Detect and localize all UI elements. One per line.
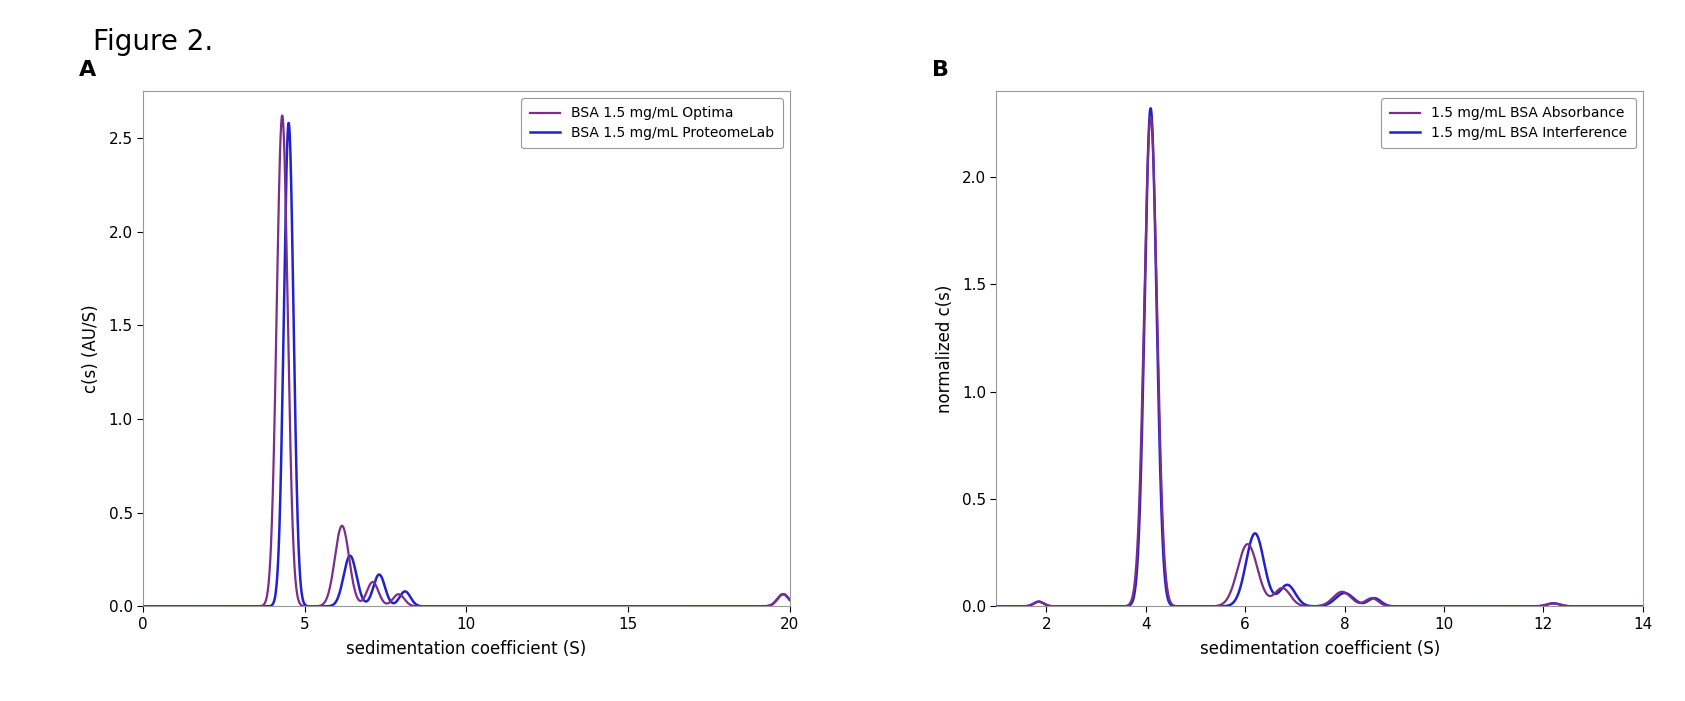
- BSA 1.5 mg/mL ProteomeLab: [367, 572, 388, 580]
- X-axis label: sedimentation coefficient (S): sedimentation coefficient (S): [347, 640, 586, 658]
- BSA 1.5 mg/mL ProteomeLab: [578, 602, 598, 611]
- Line: BSA 1.5 mg/mL ProteomeLab: BSA 1.5 mg/mL ProteomeLab: [143, 123, 790, 606]
- BSA 1.5 mg/mL Optima: [133, 602, 153, 611]
- 1.5 mg/mL BSA Interference: [1518, 602, 1538, 611]
- Y-axis label: normalized c(s): normalized c(s): [935, 285, 954, 413]
- BSA 1.5 mg/mL Optima: [165, 602, 185, 611]
- Text: Figure 2.: Figure 2.: [93, 28, 212, 56]
- Legend: BSA 1.5 mg/mL Optima, BSA 1.5 mg/mL ProteomeLab: BSA 1.5 mg/mL Optima, BSA 1.5 mg/mL Prot…: [521, 98, 782, 149]
- BSA 1.5 mg/mL Optima: [544, 602, 564, 611]
- BSA 1.5 mg/mL ProteomeLab: [647, 602, 667, 611]
- 1.5 mg/mL BSA Absorbance: [1633, 602, 1653, 611]
- 1.5 mg/mL BSA Absorbance: [1375, 601, 1395, 609]
- BSA 1.5 mg/mL Optima: [780, 596, 800, 604]
- 1.5 mg/mL BSA Interference: [1469, 602, 1490, 611]
- 1.5 mg/mL BSA Interference: [1233, 570, 1254, 578]
- BSA 1.5 mg/mL Optima: [647, 602, 667, 611]
- BSA 1.5 mg/mL ProteomeLab: [516, 602, 536, 611]
- 1.5 mg/mL BSA Absorbance: [1104, 602, 1124, 611]
- 1.5 mg/mL BSA Absorbance: [1233, 545, 1254, 553]
- BSA 1.5 mg/mL Optima: [271, 111, 292, 120]
- Text: A: A: [79, 60, 96, 80]
- 1.5 mg/mL BSA Interference: [1375, 599, 1395, 608]
- 1.5 mg/mL BSA Absorbance: [1469, 602, 1490, 611]
- BSA 1.5 mg/mL ProteomeLab: [133, 602, 153, 611]
- 1.5 mg/mL BSA Absorbance: [1407, 602, 1427, 611]
- 1.5 mg/mL BSA Absorbance: [1518, 602, 1538, 611]
- BSA 1.5 mg/mL Optima: [612, 602, 632, 611]
- Line: 1.5 mg/mL BSA Interference: 1.5 mg/mL BSA Interference: [996, 109, 1643, 606]
- Line: BSA 1.5 mg/mL Optima: BSA 1.5 mg/mL Optima: [143, 116, 790, 606]
- BSA 1.5 mg/mL ProteomeLab: [780, 596, 800, 604]
- 1.5 mg/mL BSA Interference: [986, 602, 1006, 611]
- Legend: 1.5 mg/mL BSA Absorbance, 1.5 mg/mL BSA Interference: 1.5 mg/mL BSA Absorbance, 1.5 mg/mL BSA …: [1382, 98, 1636, 149]
- 1.5 mg/mL BSA Interference: [1407, 602, 1427, 611]
- 1.5 mg/mL BSA Interference: [1633, 602, 1653, 611]
- BSA 1.5 mg/mL ProteomeLab: [165, 602, 185, 611]
- Text: B: B: [932, 60, 949, 80]
- 1.5 mg/mL BSA Interference: [1141, 104, 1161, 113]
- X-axis label: sedimentation coefficient (S): sedimentation coefficient (S): [1200, 640, 1439, 658]
- 1.5 mg/mL BSA Absorbance: [1141, 113, 1161, 121]
- Line: 1.5 mg/mL BSA Absorbance: 1.5 mg/mL BSA Absorbance: [996, 117, 1643, 606]
- BSA 1.5 mg/mL ProteomeLab: [278, 118, 298, 127]
- 1.5 mg/mL BSA Absorbance: [986, 602, 1006, 611]
- BSA 1.5 mg/mL Optima: [516, 602, 536, 611]
- BSA 1.5 mg/mL Optima: [581, 602, 602, 611]
- BSA 1.5 mg/mL ProteomeLab: [612, 602, 632, 611]
- BSA 1.5 mg/mL ProteomeLab: [544, 602, 564, 611]
- Y-axis label: c(s) (AU/S): c(s) (AU/S): [83, 304, 101, 393]
- 1.5 mg/mL BSA Interference: [1104, 602, 1124, 611]
- BSA 1.5 mg/mL Optima: [367, 585, 388, 593]
